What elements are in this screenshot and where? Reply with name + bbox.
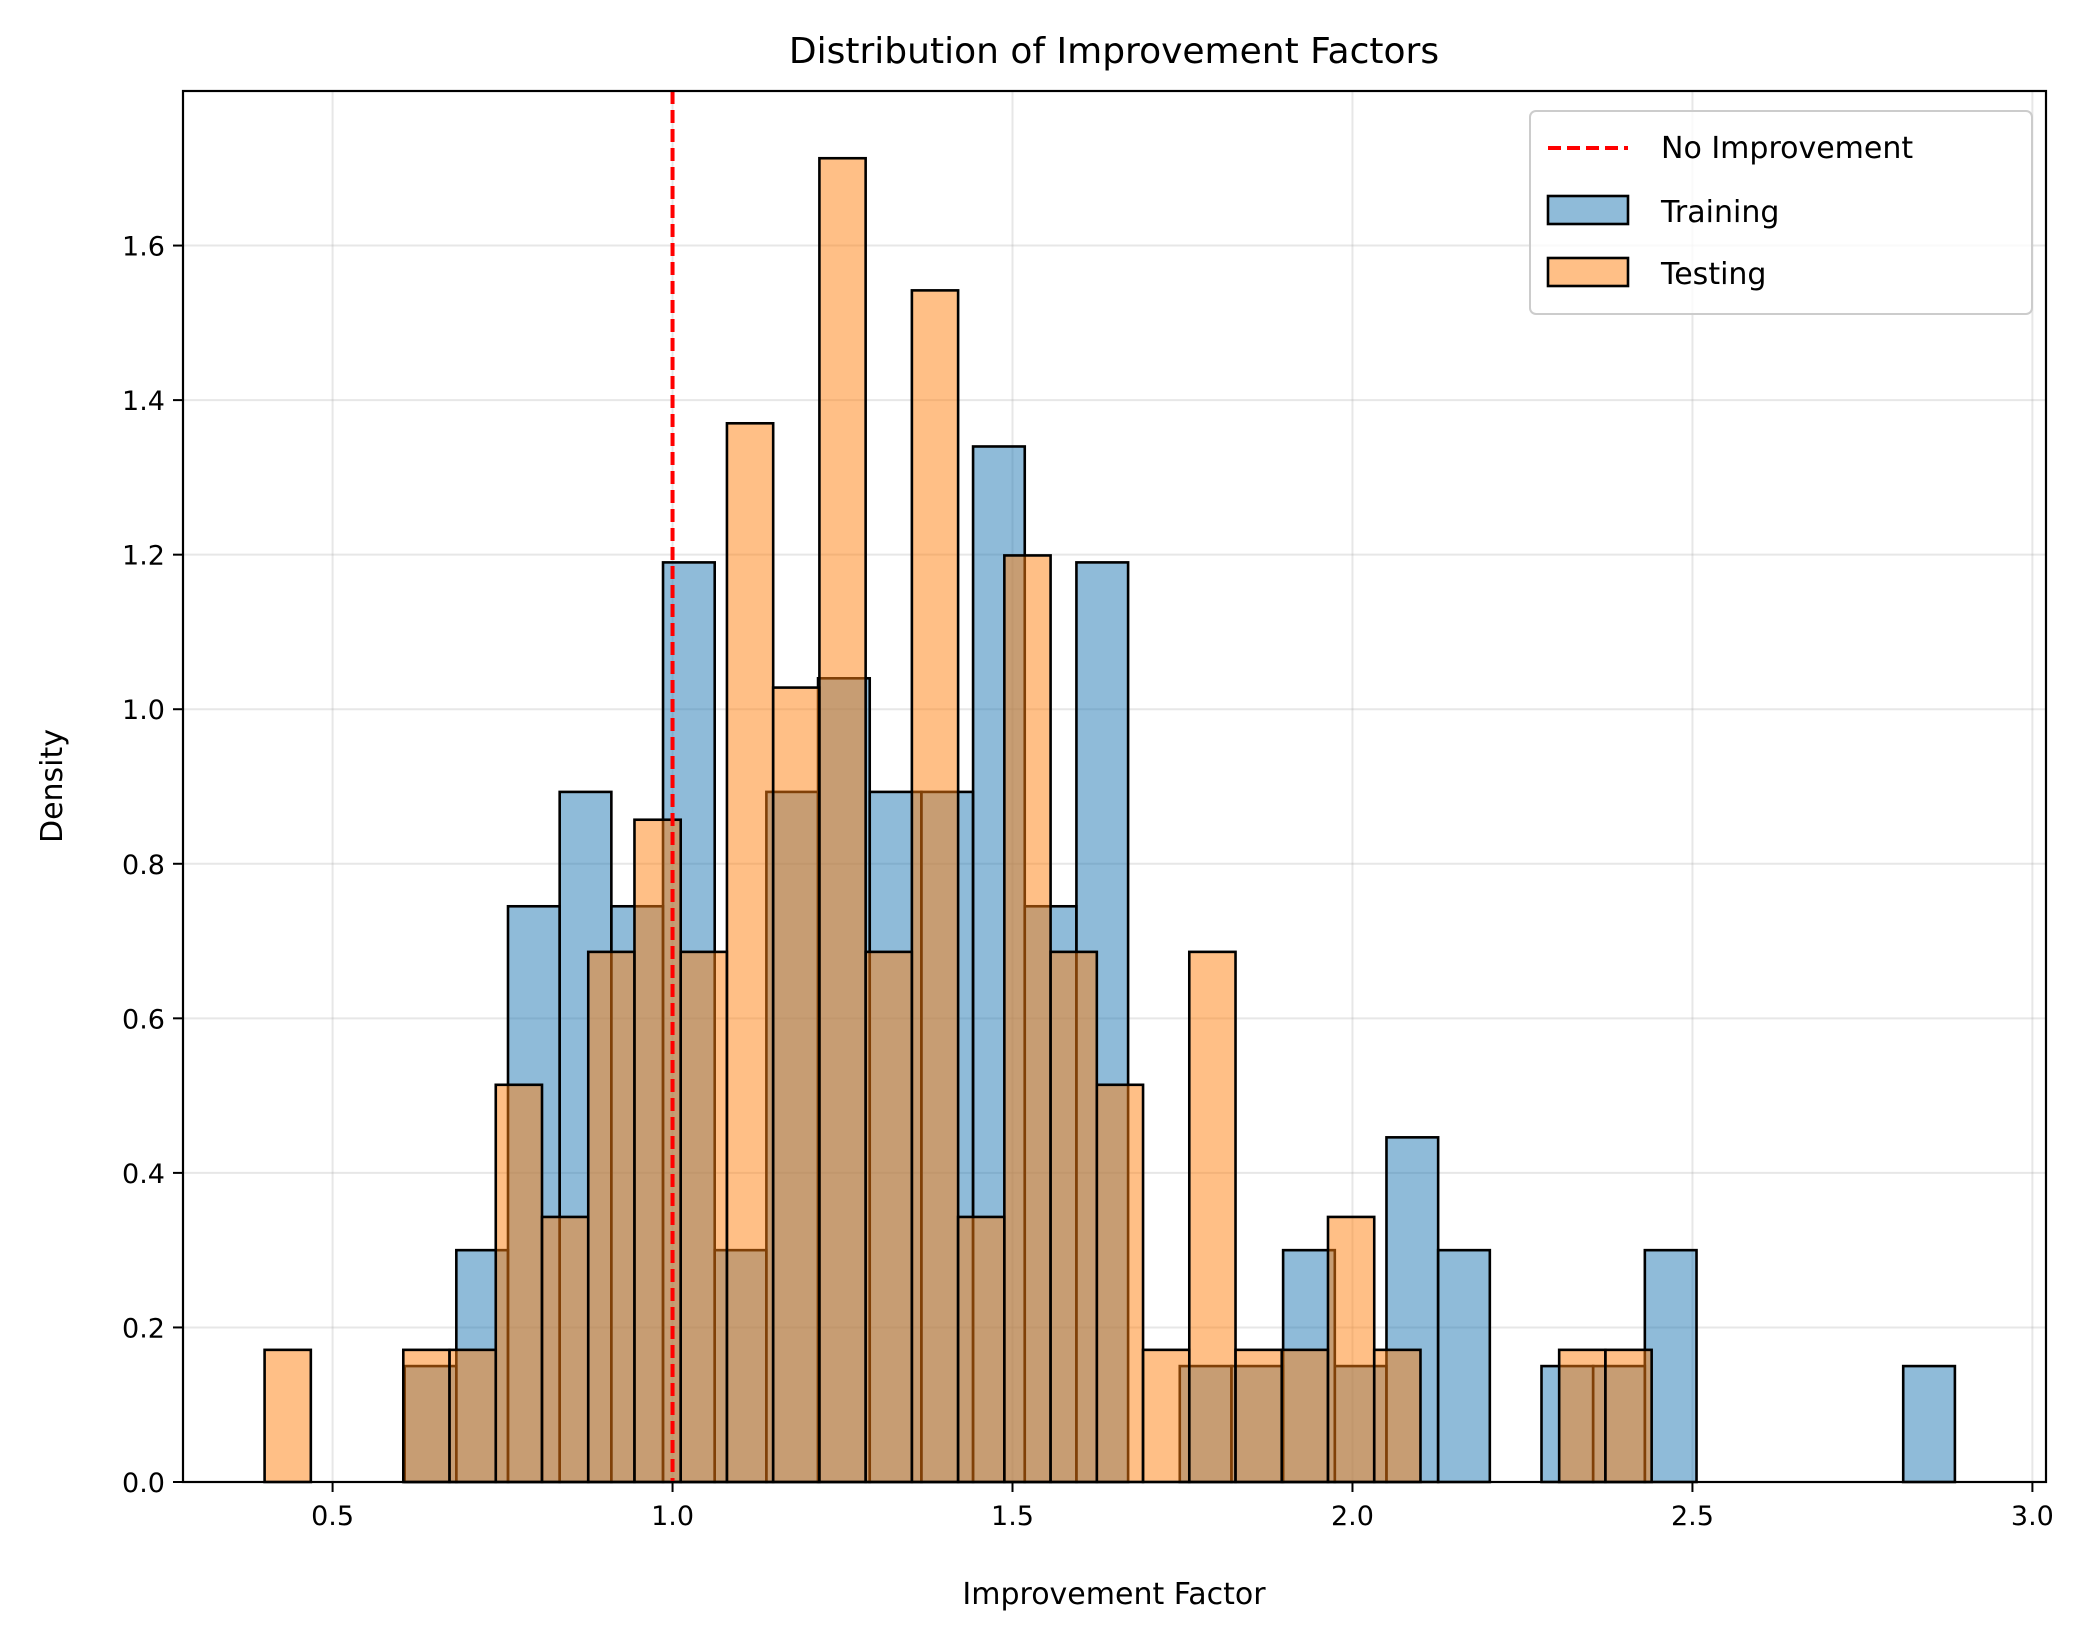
legend-testing-label: Testing [1660,257,1766,292]
y-tick-label: 1.6 [122,232,165,263]
testing-bar [1141,1348,1191,1484]
legend: No Improvement Training Testing [1529,110,2033,315]
testing-bar [1003,554,1052,1484]
x-tick-label: 0.5 [311,1501,354,1532]
testing-bar [586,950,636,1484]
chart-title: Distribution of Improvement Factors [789,31,1439,72]
legend-testing-swatch [1546,256,1630,288]
testing-bar [1234,1348,1284,1484]
x-tick-label: 1.5 [991,1501,1034,1532]
legend-no-improvement-label: No Improvement [1661,131,1913,166]
y-tick-label: 1.4 [122,386,165,417]
training-bar [1643,1248,1698,1484]
testing-bar [910,289,960,1484]
y-tick-label: 0.2 [122,1313,165,1344]
plot-frame [181,89,2048,1484]
testing-bar [1557,1348,1607,1484]
testing-bar [956,1215,1006,1484]
testing-bar [1187,950,1237,1484]
testing-bar [1049,950,1099,1484]
testing-bar [725,421,775,1484]
training-bar [1901,1364,1957,1484]
x-tick-label: 3.0 [2011,1501,2054,1532]
testing-bar [1326,1215,1376,1484]
legend-training-label: Training [1660,195,1779,230]
y-tick-label: 0.0 [122,1468,165,1499]
testing-bar [401,1348,451,1484]
y-tick-label: 0.6 [122,1004,165,1035]
y-tick-label: 0.8 [122,850,165,881]
x-tick-label: 2.0 [1331,1501,1374,1532]
testing-bar [1372,1348,1422,1484]
x-tick-label: 2.5 [1671,1501,1714,1532]
legend-frame [1529,110,2033,315]
legend-training-swatch [1546,194,1630,226]
x-axis-ticks: 0.5 1.0 1.5 2.0 2.5 3.0 [311,1482,2054,1532]
x-axis-label: Improvement Factor [962,1577,1266,1612]
y-axis-ticks: 0.0 0.2 0.4 0.6 0.8 1.0 1.2 1.4 1.6 [122,232,183,1499]
testing-bar [1280,1348,1330,1484]
x-tick-label: 1.0 [651,1501,694,1532]
testing-bar [448,1348,498,1484]
testing-bar [540,1215,590,1484]
histogram-bars [263,156,1957,1484]
y-tick-label: 0.4 [122,1159,165,1190]
testing-bar [771,686,821,1484]
testing-bar [679,950,729,1484]
y-tick-label: 1.0 [122,695,165,726]
testing-bar [818,156,867,1484]
y-axis-label: Density [35,729,70,843]
y-tick-label: 1.2 [122,541,165,572]
testing-series [263,156,1653,1484]
training-bar [1436,1248,1492,1484]
testing-bar [864,950,914,1484]
testing-bar [263,1348,313,1484]
testing-bar [494,1083,544,1484]
testing-bar [1604,1348,1653,1484]
testing-bar [1095,1083,1145,1484]
